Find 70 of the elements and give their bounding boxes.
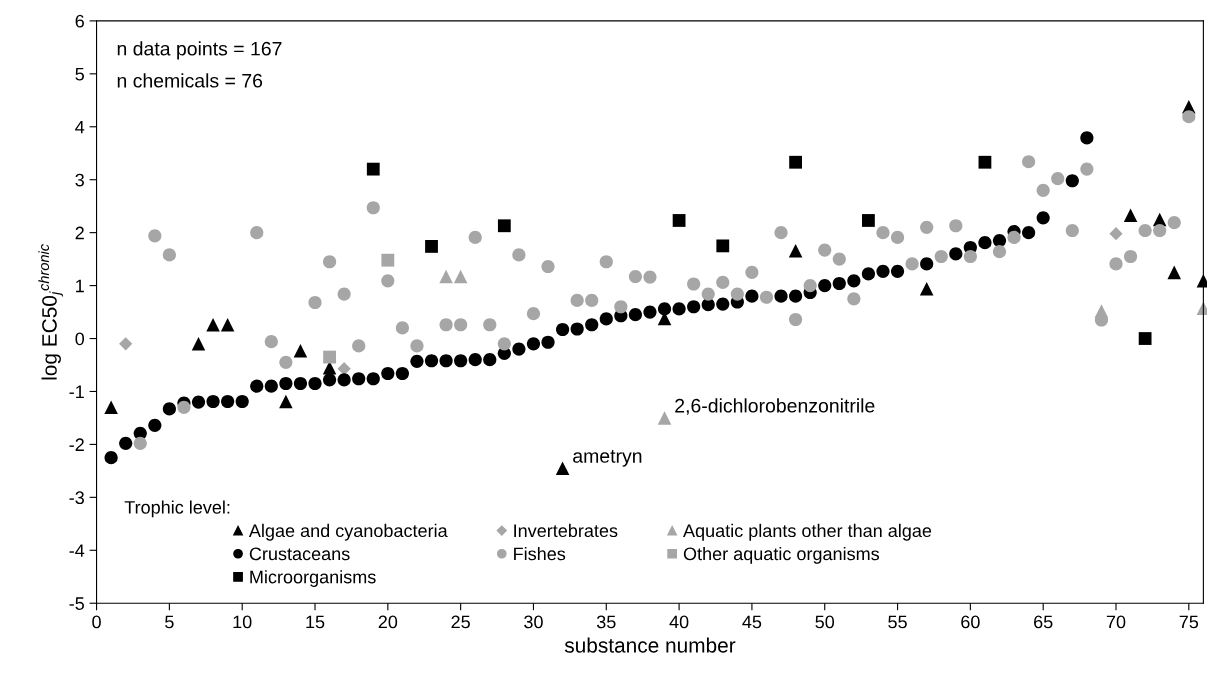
point [716,239,730,253]
x-tick-label: 5 [165,615,174,629]
point [191,337,206,351]
y-tick-label: 0 [75,332,85,346]
point [789,155,803,169]
y-tick-label: -1 [69,385,84,399]
y-tick-label: 4 [75,120,85,134]
y-tick-label: -4 [69,544,85,557]
x-tick-label: 20 [378,615,398,629]
point [119,337,133,351]
point [381,253,395,267]
y-tick-label: -5 [69,597,84,610]
point [978,155,992,169]
point [672,214,686,227]
point [323,350,336,364]
x-axis-title: substance number [564,637,736,653]
x-tick-label: 25 [451,615,470,629]
legend-label: Aquatic plants other than algae [683,523,932,541]
point [497,219,511,233]
x-tick-label: 55 [888,615,907,629]
annotation: 2,6-dichlorobenzonitrile [675,398,875,415]
y-tick-label: -3 [69,491,84,505]
legend-label: Other aquatic organisms [683,547,880,564]
point [555,461,570,475]
x-tick-label: 70 [1106,615,1126,629]
legend-label: Crustaceans [249,547,350,561]
x-tick-label: 50 [815,615,835,629]
y-axis-title: log EC50$_{j}$$^{chronic}$ [38,244,63,380]
x-tick-label: 35 [596,615,616,629]
annotation: n data points = 167 [117,41,282,60]
legend-title: Trophic level: [124,500,230,518]
legend-label: Algae and cyanobacteria [248,523,448,541]
x-tick-label: 0 [92,615,101,629]
point [1167,265,1182,280]
y-tick-label: 6 [75,14,84,28]
y-tick-label: 3 [75,173,84,187]
point [862,214,875,227]
point [366,162,380,176]
point [1138,332,1152,345]
point [220,318,235,332]
x-tick-label: 65 [1034,615,1053,629]
x-tick-label: 45 [742,615,762,629]
x-tick-label: 30 [524,615,543,629]
legend-label: Fishes [514,547,566,561]
y-tick-label: 5 [75,67,84,81]
x-tick-label: 40 [669,615,689,629]
annotation: ametryn [573,450,642,467]
point [337,362,351,376]
point [453,269,468,284]
point [206,318,220,332]
point [919,282,934,296]
y-tick-label: 1 [76,279,84,293]
point [104,400,118,415]
point [293,343,308,358]
point [788,243,803,258]
x-tick-label: 15 [306,615,325,629]
x-tick-label: 10 [233,615,252,629]
legend-label: Invertebrates [514,523,618,538]
point [279,394,293,409]
y-tick-label: -2 [69,438,84,451]
annotation: n chemicals = 76 [117,73,263,88]
point [1123,208,1138,222]
x-tick-label: 60 [961,615,980,629]
point [425,240,438,253]
point [1109,227,1123,241]
x-tick-label: 75 [1179,615,1199,629]
point [657,411,672,425]
point [439,269,453,284]
legend-label: Microorganisms [250,570,376,587]
y-tick-label: 2 [75,226,84,240]
